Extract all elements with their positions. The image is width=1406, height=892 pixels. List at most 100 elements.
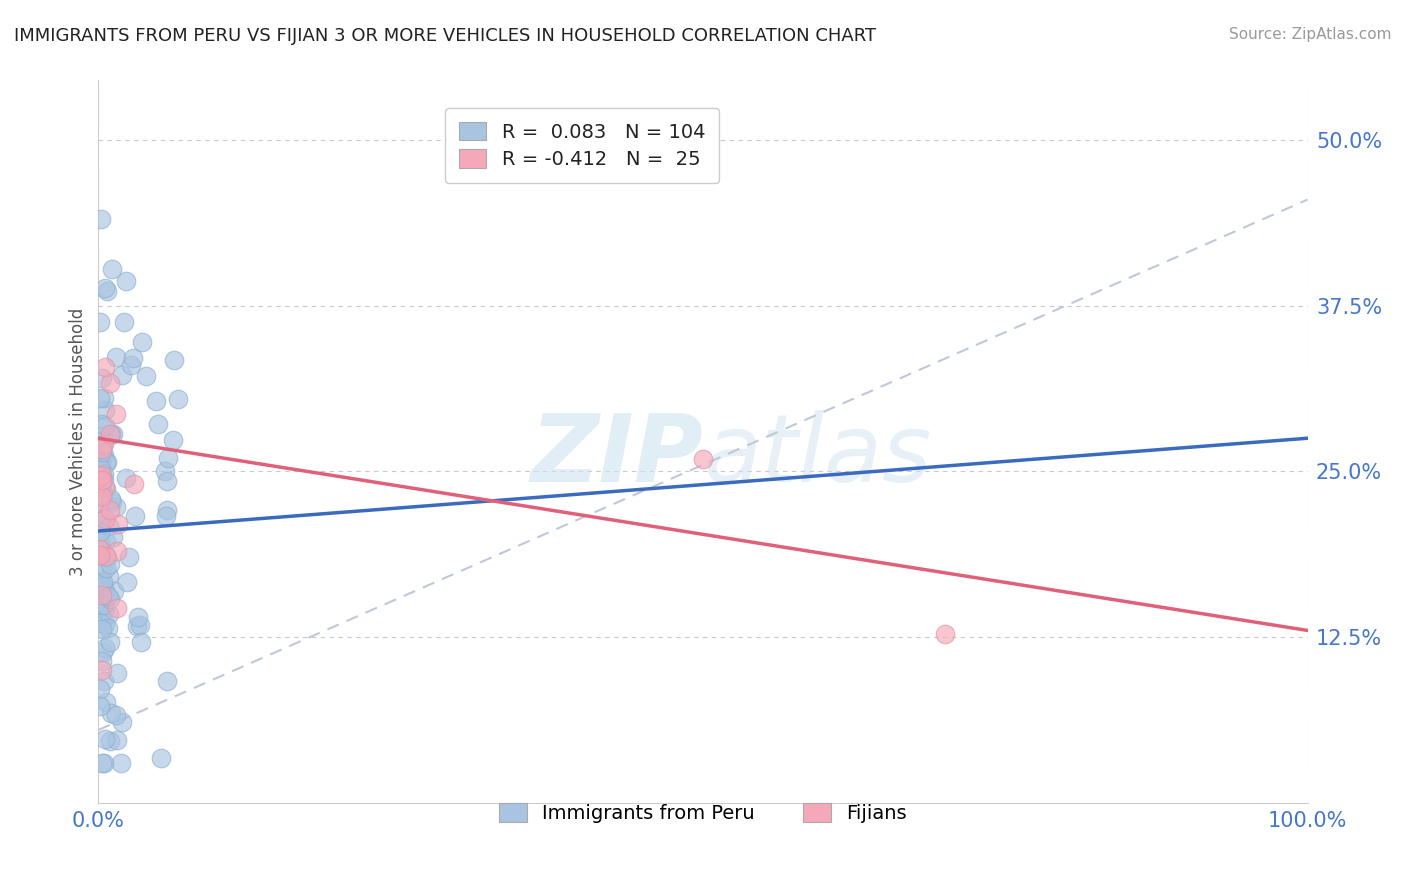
Point [93,467,115,481]
Point [125,619,148,633]
Point [90,458,112,473]
Point [105,601,128,615]
Point [89,682,111,697]
Point [91,489,114,503]
Point [98,569,121,583]
Text: ZIP: ZIP [530,410,703,502]
Point [90,663,112,677]
Point [98,426,121,441]
Text: atlas: atlas [703,410,931,501]
Point [145,394,167,409]
Point [96,549,118,564]
Legend: Immigrants from Peru, Fijians: Immigrants from Peru, Fijians [485,789,921,837]
Point [90,442,112,456]
Point [112,315,135,329]
Point [91,579,114,593]
Point [124,508,146,523]
Point [94,549,117,563]
Point [94,281,117,295]
Point [120,359,142,373]
Point [89,468,111,483]
Point [107,665,129,680]
Point [89,315,111,329]
Point [98,518,121,533]
Y-axis label: 3 or more Vehicles in Household: 3 or more Vehicles in Household [69,308,87,575]
Point [89,542,111,557]
Point [100,706,122,720]
Point [93,418,115,433]
Point [96,285,118,299]
Point [90,467,112,482]
Point [91,645,114,659]
Point [93,603,115,617]
Point [105,351,128,365]
Point [90,616,112,631]
Point [157,451,180,466]
Point [91,575,114,590]
Point [90,471,112,485]
Point [934,627,956,641]
Point [97,621,120,635]
Point [90,444,112,458]
Point [94,617,117,632]
Point [167,392,190,406]
Point [127,609,149,624]
Point [91,622,114,636]
Point [89,534,111,549]
Point [155,464,177,478]
Point [98,557,121,571]
Point [105,707,128,722]
Point [149,750,172,764]
Point [91,486,114,500]
Point [94,512,117,526]
Point [115,274,138,288]
Point [93,473,115,487]
Point [107,516,129,531]
Point [89,460,111,475]
Point [89,505,111,519]
Point [91,756,114,770]
Point [91,473,114,487]
Point [89,475,111,489]
Point [131,334,153,349]
Point [89,514,111,528]
Point [93,599,115,613]
Point [111,714,134,729]
Point [105,733,128,747]
Point [105,407,128,421]
Point [98,376,121,390]
Point [111,368,134,383]
Point [91,436,114,450]
Point [117,549,139,564]
Point [93,448,115,462]
Point [94,403,117,417]
Point [94,695,117,709]
Point [121,351,143,365]
Point [90,429,112,443]
Point [89,391,111,405]
Point [90,566,112,580]
Point [93,437,115,451]
Point [101,530,124,544]
Point [94,360,117,375]
Point [163,352,186,367]
Point [94,455,117,469]
Point [107,544,129,558]
Point [97,607,120,622]
Point [98,635,121,649]
Point [156,673,179,688]
Point [94,482,117,496]
Point [155,508,177,523]
Point [93,756,115,770]
Point [135,369,157,384]
Point [89,699,111,714]
Point [105,500,128,514]
Point [100,426,122,441]
Point [94,561,117,575]
Point [94,480,117,494]
Point [115,470,138,484]
Point [692,452,714,467]
Point [93,597,115,611]
Point [94,731,117,746]
Point [93,641,115,656]
